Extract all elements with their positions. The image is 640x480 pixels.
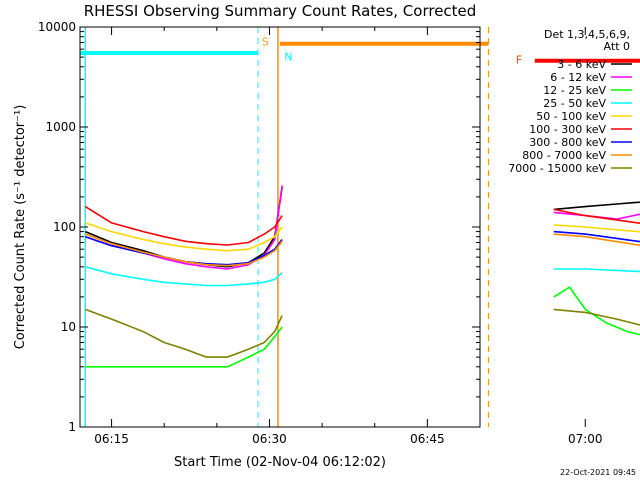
x-tick-label: 06:45 <box>410 432 445 446</box>
x-tick-label: 06:30 <box>252 432 287 446</box>
chart-title: RHESSI Observing Summary Count Rates, Co… <box>84 2 477 20</box>
series-line <box>85 222 283 252</box>
y-axis: 1 10 100 1000 10000 <box>38 20 480 434</box>
series-line <box>85 235 283 266</box>
legend-header-line-1: Det 1,3,4,5,6,9, <box>544 28 630 41</box>
series-line <box>553 233 640 247</box>
legend-label: 300 - 800 keV <box>529 136 606 149</box>
series-line <box>85 266 283 287</box>
y-tick-label: 10000 <box>38 20 76 34</box>
x-tick-label: 07:00 <box>568 432 603 446</box>
series-line <box>553 201 640 211</box>
legend-label: 50 - 100 keV <box>536 110 606 123</box>
flag-label: S <box>262 36 269 49</box>
series-line <box>553 268 640 273</box>
flag-label: F <box>516 54 522 67</box>
plot-content: S N F <box>80 27 640 427</box>
legend-header-line-2: Att 0 <box>604 40 630 53</box>
legend-label: 6 - 12 keV <box>550 71 606 84</box>
y-axis-label: Corrected Count Rate (s⁻¹ detector⁻¹) <box>13 105 28 350</box>
legend-label: 12 - 25 keV <box>543 84 606 97</box>
legend-label: 7000 - 15000 keV <box>508 162 606 175</box>
series-line <box>84 205 283 246</box>
legend-label: 25 - 50 keV <box>543 97 606 110</box>
x-tick-label: 06:15 <box>94 432 129 446</box>
legend-label: 800 - 7000 keV <box>522 149 606 162</box>
x-axis-label: Start Time (02-Nov-04 06:12:02) <box>174 455 386 470</box>
series-line <box>553 224 640 233</box>
footer-date: 22-Oct-2021 09:45 <box>560 468 636 477</box>
y-tick-label: 100 <box>53 220 76 234</box>
legend-label: 100 - 300 keV <box>529 123 606 136</box>
series-line <box>553 208 640 225</box>
series-line <box>553 286 640 336</box>
series-line <box>85 233 283 267</box>
legend-label: 3 - 6 keV <box>557 58 606 71</box>
series-line <box>553 230 640 243</box>
series-line <box>85 326 283 368</box>
flag-label: N <box>284 51 292 64</box>
y-tick-label: 1000 <box>45 120 76 134</box>
series-line <box>553 211 640 220</box>
y-tick-label: 1 <box>68 420 76 434</box>
series-line <box>85 308 283 358</box>
y-tick-label: 10 <box>61 320 76 334</box>
